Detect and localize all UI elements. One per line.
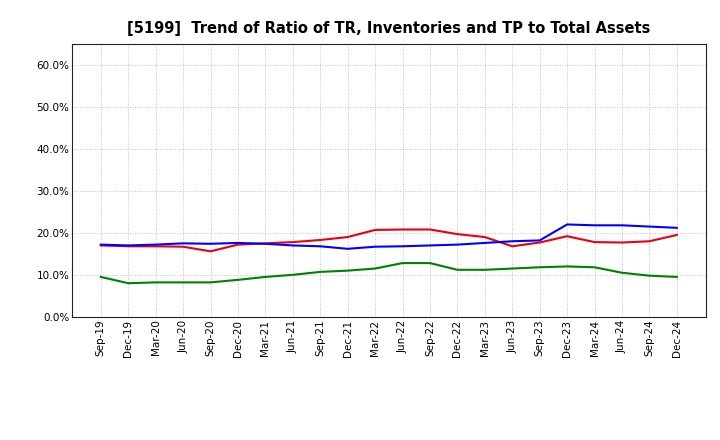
Trade Receivables bbox=[124, 244, 132, 249]
Trade Receivables bbox=[179, 244, 187, 249]
Trade Receivables bbox=[672, 232, 681, 238]
Trade Receivables bbox=[151, 244, 160, 249]
Inventories bbox=[618, 223, 626, 228]
Trade Payables bbox=[672, 274, 681, 279]
Trade Payables bbox=[261, 274, 270, 279]
Inventories bbox=[206, 241, 215, 246]
Inventories bbox=[371, 244, 379, 249]
Line: Trade Payables: Trade Payables bbox=[101, 263, 677, 283]
Inventories bbox=[590, 223, 599, 228]
Trade Payables bbox=[590, 264, 599, 270]
Trade Payables bbox=[316, 269, 325, 275]
Inventories bbox=[480, 240, 489, 246]
Trade Receivables bbox=[343, 235, 352, 240]
Line: Inventories: Inventories bbox=[101, 224, 677, 249]
Inventories bbox=[645, 224, 654, 229]
Trade Payables bbox=[151, 280, 160, 285]
Inventories bbox=[233, 240, 242, 246]
Trade Payables bbox=[179, 280, 187, 285]
Trade Payables bbox=[563, 264, 572, 269]
Trade Receivables bbox=[426, 227, 434, 232]
Inventories bbox=[398, 244, 407, 249]
Trade Receivables bbox=[316, 237, 325, 242]
Trade Payables bbox=[618, 270, 626, 275]
Trade Receivables bbox=[618, 240, 626, 245]
Trade Receivables bbox=[480, 235, 489, 240]
Inventories bbox=[343, 246, 352, 251]
Trade Receivables bbox=[536, 240, 544, 245]
Trade Receivables bbox=[206, 249, 215, 254]
Trade Receivables bbox=[371, 227, 379, 233]
Inventories bbox=[289, 243, 297, 248]
Trade Payables bbox=[645, 273, 654, 279]
Trade Payables bbox=[508, 266, 516, 271]
Inventories bbox=[96, 242, 105, 247]
Trade Payables bbox=[426, 260, 434, 266]
Title: [5199]  Trend of Ratio of TR, Inventories and TP to Total Assets: [5199] Trend of Ratio of TR, Inventories… bbox=[127, 21, 650, 36]
Trade Payables bbox=[343, 268, 352, 273]
Trade Payables bbox=[453, 267, 462, 272]
Trade Receivables bbox=[508, 244, 516, 249]
Trade Payables bbox=[480, 267, 489, 272]
Trade Payables bbox=[371, 266, 379, 271]
Trade Receivables bbox=[563, 234, 572, 239]
Inventories bbox=[124, 243, 132, 248]
Trade Payables bbox=[233, 277, 242, 282]
Trade Receivables bbox=[398, 227, 407, 232]
Trade Receivables bbox=[645, 238, 654, 244]
Inventories bbox=[261, 241, 270, 246]
Trade Payables bbox=[289, 272, 297, 278]
Inventories bbox=[179, 241, 187, 246]
Trade Receivables bbox=[233, 242, 242, 247]
Trade Payables bbox=[96, 274, 105, 279]
Inventories bbox=[508, 238, 516, 244]
Trade Payables bbox=[536, 264, 544, 270]
Inventories bbox=[453, 242, 462, 247]
Inventories bbox=[563, 222, 572, 227]
Inventories bbox=[536, 238, 544, 243]
Inventories bbox=[426, 243, 434, 248]
Inventories bbox=[151, 242, 160, 247]
Inventories bbox=[672, 225, 681, 231]
Trade Payables bbox=[124, 281, 132, 286]
Trade Payables bbox=[398, 260, 407, 266]
Inventories bbox=[316, 244, 325, 249]
Trade Receivables bbox=[289, 239, 297, 245]
Trade Receivables bbox=[590, 239, 599, 245]
Trade Receivables bbox=[453, 231, 462, 237]
Trade Receivables bbox=[96, 243, 105, 248]
Trade Receivables bbox=[261, 241, 270, 246]
Line: Trade Receivables: Trade Receivables bbox=[101, 230, 677, 251]
Trade Payables bbox=[206, 280, 215, 285]
